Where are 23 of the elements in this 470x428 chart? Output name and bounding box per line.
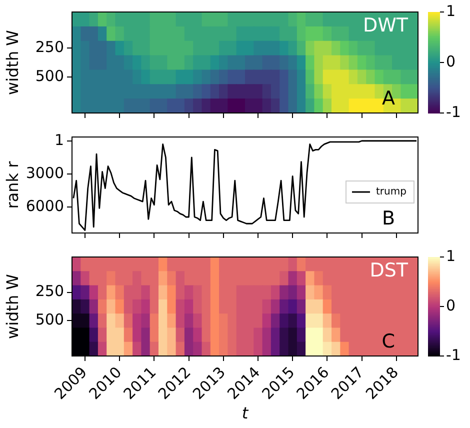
annotation: DST [370, 259, 408, 282]
y-tick-label: 250 [35, 282, 64, 300]
y-axis-title: width W [2, 30, 22, 96]
legend-label: trump [376, 186, 406, 198]
annotation: A [382, 87, 395, 110]
y-tick-label: 250 [35, 38, 64, 56]
color-bar-label: 0 [446, 52, 456, 70]
y-tick-label: 6000 [26, 196, 64, 215]
y-tick-label: 3000 [26, 164, 64, 182]
x-axis-title: t [242, 404, 249, 423]
y-tick-label: 500 [35, 310, 64, 329]
annotation: C [382, 330, 395, 352]
color-bar-label: -1 [446, 102, 461, 121]
y-axis-title: width W [2, 274, 22, 340]
y-axis-title: rank r [2, 160, 22, 209]
color-bar-label: 0 [446, 296, 456, 314]
annotation: B [382, 207, 395, 230]
color-bar-label: 1 [446, 246, 456, 265]
y-tick-label: 500 [35, 66, 64, 85]
color-bar-label: -1 [446, 346, 461, 364]
y-tick-label: 1 [54, 130, 64, 149]
color-bar-label: 1 [446, 2, 456, 20]
annotation: DWT [362, 14, 408, 36]
